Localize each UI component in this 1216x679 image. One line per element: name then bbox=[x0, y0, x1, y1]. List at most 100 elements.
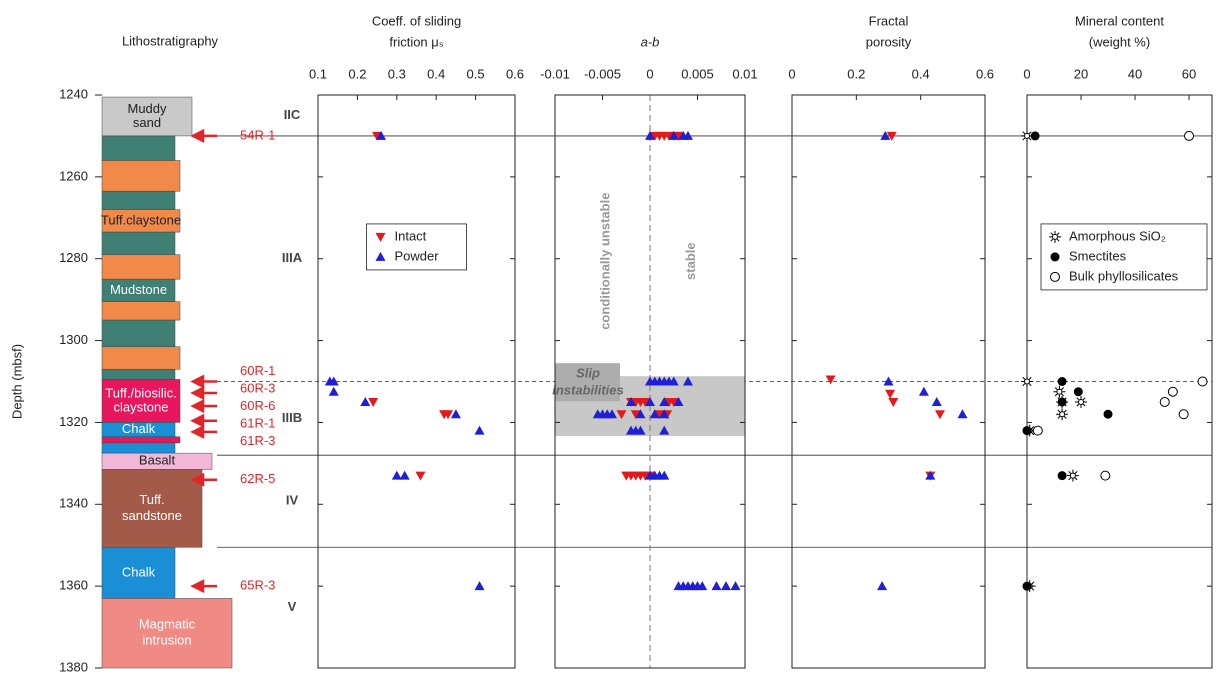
unit-label: IIIA bbox=[282, 250, 303, 265]
marker bbox=[645, 396, 655, 406]
lith-block bbox=[101, 231, 176, 255]
lith-label: Mudstone bbox=[110, 282, 167, 297]
sample-label: 61R-3 bbox=[240, 433, 275, 448]
marker bbox=[607, 409, 617, 419]
marker bbox=[649, 409, 660, 419]
unit-label: IIC bbox=[284, 107, 301, 122]
marker bbox=[880, 130, 891, 140]
lith-label: Muddy bbox=[127, 101, 167, 116]
sample-arrow bbox=[190, 579, 217, 594]
x-tick-label: 20 bbox=[1074, 66, 1088, 81]
x-tick-label: 0 bbox=[1023, 66, 1030, 81]
marker bbox=[711, 581, 722, 591]
marker bbox=[635, 425, 646, 435]
marker bbox=[668, 130, 679, 140]
lith-label: intrusion bbox=[142, 633, 191, 648]
marker bbox=[1056, 408, 1069, 421]
lith-label: sand bbox=[133, 115, 161, 130]
unit-label: V bbox=[288, 599, 297, 614]
annotation: conditionally unstable bbox=[598, 193, 613, 330]
sample-arrow bbox=[190, 472, 217, 487]
marker bbox=[360, 396, 371, 406]
marker bbox=[825, 375, 836, 385]
marker bbox=[1057, 397, 1067, 407]
x-tick-label: 0.005 bbox=[681, 66, 714, 81]
lith-label: sandstone bbox=[122, 508, 182, 523]
lith-block bbox=[101, 346, 181, 370]
legend-label: Powder bbox=[395, 248, 440, 263]
x-tick-label: 0.2 bbox=[847, 66, 865, 81]
sample-label: 65R-3 bbox=[240, 578, 275, 593]
marker bbox=[645, 130, 655, 140]
lith-label: Basalt bbox=[139, 453, 176, 468]
marker bbox=[659, 396, 670, 406]
x-tick-label: 0.4 bbox=[912, 66, 930, 81]
marker bbox=[957, 409, 968, 419]
lith-label: Tuff./biosilic. bbox=[105, 385, 177, 400]
marker bbox=[673, 131, 684, 141]
marker bbox=[1100, 470, 1111, 481]
lith-label: Chalk bbox=[122, 421, 156, 436]
x-tick-label: 0.5 bbox=[467, 66, 485, 81]
marker bbox=[635, 409, 646, 419]
panel-title: Coeff. of sliding bbox=[372, 13, 461, 28]
marker bbox=[1159, 396, 1170, 407]
lith-block bbox=[101, 379, 181, 423]
marker bbox=[415, 471, 426, 481]
lith-label: Chalk bbox=[122, 564, 156, 579]
marker bbox=[1022, 426, 1032, 436]
marker bbox=[1066, 469, 1079, 482]
marker bbox=[668, 376, 679, 386]
panel-title: Lithostratigraphy bbox=[122, 33, 219, 48]
x-tick-label: -0.01 bbox=[540, 66, 570, 81]
marker bbox=[1057, 377, 1067, 386]
marker bbox=[1184, 130, 1195, 141]
lith-label: Tuff.claystone bbox=[101, 212, 181, 227]
marker bbox=[673, 396, 684, 406]
marker bbox=[450, 409, 461, 419]
marker bbox=[399, 470, 410, 480]
x-tick-label: 0.1 bbox=[309, 66, 327, 81]
marker bbox=[328, 386, 339, 396]
sample-arrow bbox=[190, 128, 217, 143]
x-tick-label: 0 bbox=[646, 66, 653, 81]
panel-title: porosity bbox=[866, 34, 912, 49]
legend-marker bbox=[375, 232, 386, 242]
marker bbox=[883, 376, 894, 386]
lith-block bbox=[101, 135, 176, 161]
marker bbox=[1075, 395, 1088, 408]
lith-block bbox=[101, 368, 176, 380]
marker bbox=[626, 396, 636, 406]
marker bbox=[654, 410, 665, 420]
marker bbox=[1103, 409, 1113, 419]
annotation: instabilities bbox=[552, 383, 624, 398]
annotation-box bbox=[555, 363, 620, 402]
sample-label: 60R-1 bbox=[240, 363, 275, 378]
marker bbox=[391, 470, 402, 480]
lith-block bbox=[101, 547, 176, 599]
annotation: stable bbox=[683, 242, 698, 280]
x-tick-label: 40 bbox=[1128, 66, 1142, 81]
lith-block bbox=[101, 254, 181, 280]
marker bbox=[683, 130, 693, 140]
marker bbox=[925, 470, 936, 480]
panel-title: (weight %) bbox=[1089, 34, 1150, 49]
lith-label: claystone bbox=[114, 399, 169, 414]
x-tick-label: -0.005 bbox=[584, 66, 621, 81]
lith-block bbox=[101, 319, 176, 347]
marker bbox=[1022, 581, 1032, 591]
marker bbox=[1030, 131, 1040, 141]
panel-title: friction μₛ bbox=[389, 34, 443, 49]
marker bbox=[697, 581, 708, 591]
lith-block bbox=[101, 469, 203, 548]
legend-label: Amorphous SiO₂ bbox=[1069, 228, 1166, 243]
marker bbox=[931, 396, 942, 406]
panel-title: a-b bbox=[641, 34, 660, 49]
marker bbox=[1073, 387, 1083, 397]
y-tick-label: 1380 bbox=[59, 659, 88, 674]
y-tick-label: 1360 bbox=[59, 578, 88, 593]
x-tick-label: 0.3 bbox=[388, 66, 406, 81]
unit-label: IIIB bbox=[282, 410, 302, 425]
